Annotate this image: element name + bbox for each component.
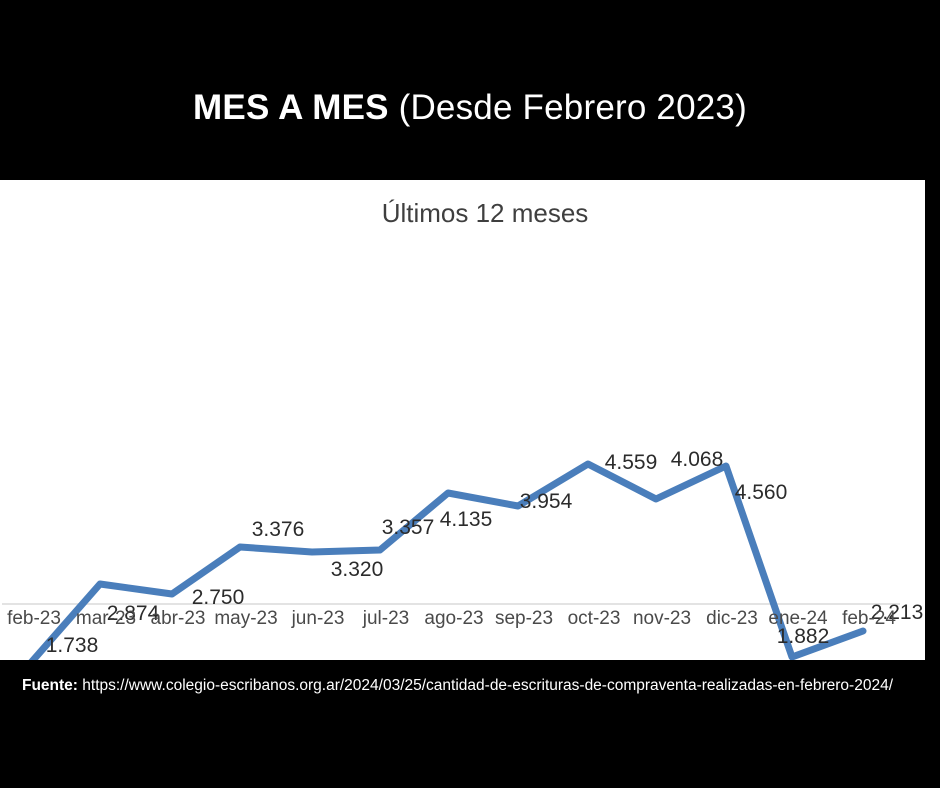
chart-panel: Últimos 12 meses 1.738 2.874 2.750 3.376 3.3… bbox=[0, 180, 925, 660]
headline-strong: MES A MES bbox=[193, 88, 389, 127]
data-series-line bbox=[28, 460, 867, 660]
chart-title: Últimos 12 meses bbox=[381, 198, 589, 228]
x-axis-tick-abr-23: abr-23 bbox=[150, 608, 206, 629]
x-axis-tick-feb-24: feb-24 bbox=[842, 608, 896, 629]
x-axis-tick-sep-23: sep-23 bbox=[494, 608, 554, 629]
x-axis-tick-ago-23: ago-23 bbox=[424, 608, 484, 629]
x-axis-tick-nov-23: nov-23 bbox=[632, 608, 692, 629]
source-citation: Fuente: https://www.colegio-escribanos.o… bbox=[22, 674, 918, 697]
headline-text: MES A MES (Desde Febrero 2023) bbox=[193, 88, 747, 128]
slide-footer: Fuente: https://www.colegio-escribanos.o… bbox=[0, 660, 940, 788]
slide-headline: MES A MES (Desde Febrero 2023) bbox=[0, 0, 940, 180]
x-axis-tick-may-23: may-23 bbox=[214, 608, 278, 629]
x-axis-tick-jul-23: jul-23 bbox=[362, 608, 410, 629]
x-axis-tick-jun-23: jun-23 bbox=[291, 608, 345, 629]
x-axis-tick-ene-24: ene-24 bbox=[768, 608, 828, 629]
line-chart-plot bbox=[2, 460, 900, 660]
source-label: Fuente: bbox=[22, 677, 78, 694]
x-axis-tick-dic-23: dic-23 bbox=[706, 608, 758, 629]
x-axis-tick-feb-23: feb-23 bbox=[7, 608, 61, 629]
source-url[interactable]: https://www.colegio-escribanos.org.ar/20… bbox=[77, 677, 894, 694]
x-axis-tick-oct-23: oct-23 bbox=[567, 608, 621, 629]
x-axis-tick-labels: feb-23 mar-23 abr-23 may-23 jun-23 jul-23 ago-… bbox=[0, 608, 925, 648]
headline-normal: (Desde Febrero 2023) bbox=[388, 88, 747, 127]
x-axis-tick-mar-23: mar-23 bbox=[75, 608, 137, 629]
